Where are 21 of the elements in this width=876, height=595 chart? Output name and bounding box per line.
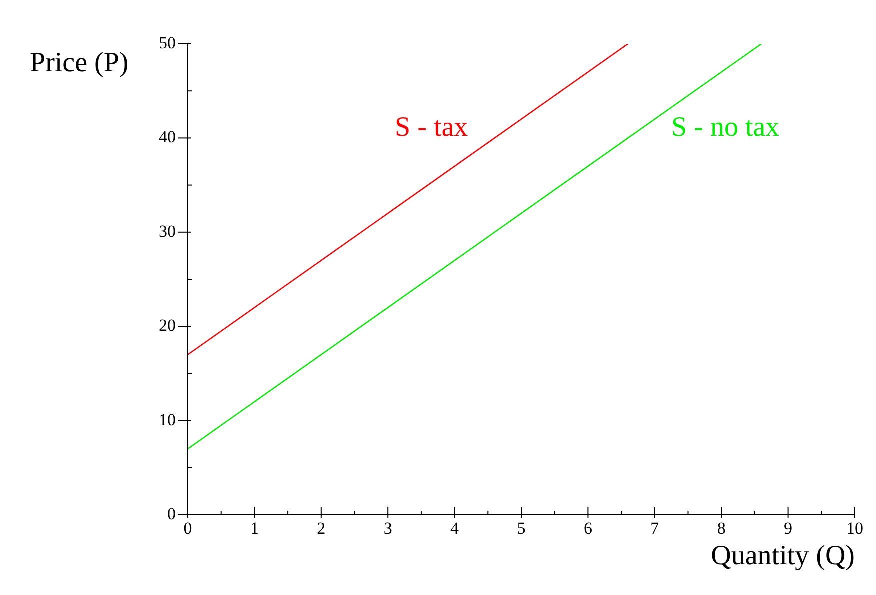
y-tick-label: 50 <box>159 33 176 52</box>
x-tick-label: 1 <box>250 518 259 538</box>
x-axis-title: Quantity (Q) <box>711 540 855 572</box>
x-tick-label: 0 <box>184 518 192 538</box>
y-tick-label: 40 <box>159 128 176 147</box>
y-tick-label: 30 <box>159 222 176 241</box>
x-tick-label: 4 <box>450 518 460 538</box>
x-tick-label: 9 <box>784 518 793 538</box>
y-tick-label: 20 <box>159 316 176 336</box>
x-tick-label: 2 <box>317 518 326 538</box>
y-tick-label: 10 <box>159 410 176 430</box>
series-label: S - no tax <box>672 112 780 144</box>
x-tick-label: 6 <box>584 518 592 538</box>
x-tick-label: 3 <box>384 518 392 538</box>
x-tick-label: 5 <box>517 518 526 538</box>
x-tick-label: 10 <box>846 518 864 538</box>
series-label: S - tax <box>395 112 468 144</box>
y-tick-label: 0 <box>168 504 176 524</box>
x-tick-label: 8 <box>717 518 726 538</box>
y-axis-title: Price (P) <box>30 47 129 78</box>
x-tick-label: 7 <box>650 518 660 538</box>
